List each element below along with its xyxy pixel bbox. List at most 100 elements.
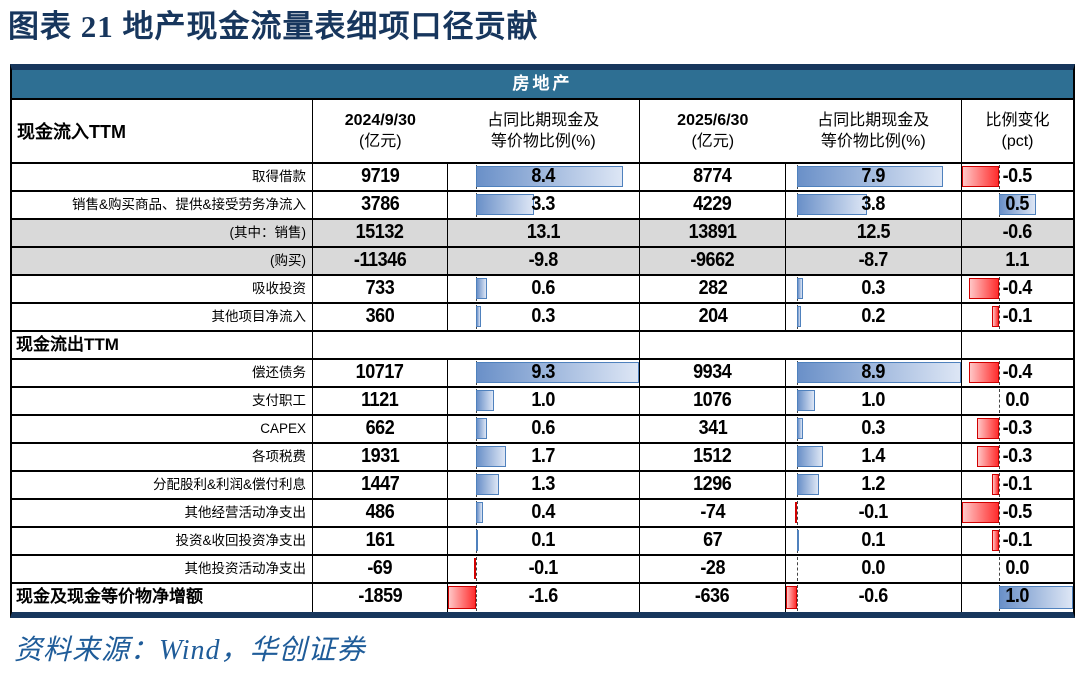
header-2025-unit: (亿元) — [691, 133, 735, 150]
header-2025-value: 2025/6/30 (亿元) — [640, 100, 786, 162]
table-row: 分配股利&利润&偿付利息 1447 1.3 1296 1.2 -0.1 — [12, 472, 1073, 500]
data-bar-positive — [476, 446, 506, 467]
cell-change: 0.5 — [962, 192, 1073, 218]
cell-label: 分配股利&利润&偿付利息 — [12, 472, 313, 498]
cell-change: 0.0 — [962, 556, 1073, 582]
cell-2024-pct: 0.1 — [448, 528, 640, 554]
table-row: 其他投资活动净支出 -69 -0.1 -28 0.0 0.0 — [12, 556, 1073, 584]
cell-2025-value: -28 — [640, 556, 786, 582]
cell-label: 其他投资活动净支出 — [12, 556, 313, 582]
cell-2024-pct: 0.3 — [448, 304, 640, 330]
cell-2024-pct: 1.0 — [448, 388, 640, 414]
cell-2024-value: 15132 — [313, 220, 448, 246]
cell-2025-value: 67 — [640, 528, 786, 554]
cell-2025-value: 1512 — [640, 444, 786, 470]
data-bar-negative — [976, 418, 999, 439]
cell-2024-value: 360 — [313, 304, 448, 330]
cell-label: 投资&收回投资净支出 — [12, 528, 313, 554]
cell-2025-pct: 0.2 — [786, 304, 962, 330]
header-2025-date: 2025/6/30 — [677, 112, 749, 129]
data-bar-negative — [991, 306, 999, 327]
data-bar-positive — [797, 418, 803, 439]
cell-2024-pct: 0.6 — [448, 416, 640, 442]
cell-2025-pct: 0.3 — [786, 276, 962, 302]
cell-label: 其他项目净流入 — [12, 304, 313, 330]
bar-axis — [998, 361, 1000, 385]
cell-2024-value: -69 — [313, 556, 448, 582]
cell-2024-value: 662 — [313, 416, 448, 442]
cell-2025-pct: -0.6 — [786, 584, 962, 612]
figure-title: 图表 21 地产现金流量表细项口径贡献 — [8, 9, 539, 44]
cell-2024-pct: -0.1 — [448, 556, 640, 582]
cell-change: -0.3 — [962, 416, 1073, 442]
data-bar-positive — [476, 418, 487, 439]
cell-2025-pct: -0.1 — [786, 500, 962, 526]
table-row: 偿还债务 10717 9.3 9934 8.9 -0.4 — [12, 360, 1073, 388]
cell-change: 1.0 — [962, 584, 1073, 612]
cell-change: -0.4 — [962, 360, 1073, 386]
cell-2025-value: 8774 — [640, 164, 786, 190]
data-bar-positive — [998, 586, 1073, 609]
cell-2025-value: 282 — [640, 276, 786, 302]
cell-2024-pct: 1.7 — [448, 444, 640, 470]
table-header-row: 现金流入TTM 2024/9/30 (亿元) 占同比期现金及 等价物比例(%) … — [12, 100, 1073, 164]
data-bar-positive — [476, 306, 482, 327]
table-row: (购买) -11346 -9.8 -9662 -8.7 1.1 — [12, 248, 1073, 276]
header-period-2025: 2025/6/30 (亿元) 占同比期现金及 等价物比例(%) — [640, 100, 962, 162]
data-bar-positive — [797, 530, 800, 551]
cell-2025-value: -74 — [640, 500, 786, 526]
data-bar-positive — [797, 446, 823, 467]
data-bar-positive — [998, 194, 1036, 215]
header-2025-pct: 占同比期现金及 等价物比例(%) — [786, 100, 961, 162]
cell-label: 其他经营活动净支出 — [12, 500, 313, 526]
cell-2024-pct: 0.4 — [448, 500, 640, 526]
data-bar-negative — [786, 586, 798, 609]
data-bar-positive — [476, 474, 499, 495]
data-bar-positive — [476, 278, 487, 299]
data-bar-positive — [476, 502, 484, 523]
cell-label: 销售&购买商品、提供&接受劳务净流入 — [12, 192, 313, 218]
data-bar-positive — [476, 390, 494, 411]
cell-2025-value: 9934 — [640, 360, 786, 386]
data-bar-negative — [991, 530, 999, 551]
table-row: 支付职工 1121 1.0 1076 1.0 0.0 — [12, 388, 1073, 416]
table-body: 取得借款 9719 8.4 8774 7.9 -0.5 销售&购买商品、提供&接受劳务净流入… — [12, 164, 1073, 612]
cell-2025-value: 341 — [640, 416, 786, 442]
header-2024-pct-line1: 占同比期现金及 — [487, 112, 600, 129]
cell-change: -0.5 — [962, 500, 1073, 526]
cell-2025-pct: 12.5 — [786, 220, 962, 246]
data-bar-positive — [797, 166, 943, 187]
table-row: 吸收投资 733 0.6 282 0.3 -0.4 — [12, 276, 1073, 304]
cell-change: -0.1 — [962, 304, 1073, 330]
cell-change: -0.1 — [962, 472, 1073, 498]
cell-2025-pct: 3.8 — [786, 192, 962, 218]
cell-2025-pct: 0.0 — [786, 556, 962, 582]
header-2025-pct-line1: 占同比期现金及 — [817, 112, 930, 129]
table-row: 现金及现金等价物净增额 -1859 -1.6 -636 -0.6 1.0 — [12, 584, 1073, 612]
cell-2024-pct: 8.4 — [448, 164, 640, 190]
cell-2025-value: 204 — [640, 304, 786, 330]
cell-label: 支付职工 — [12, 388, 313, 414]
cell-2025-value: -9662 — [640, 248, 786, 274]
data-bar-negative — [976, 446, 999, 467]
data-bar-positive — [797, 278, 803, 299]
header-cash-inflow-ttm: 现金流入TTM — [12, 100, 313, 162]
cell-2025-value: 1076 — [640, 388, 786, 414]
cell-change: 1.1 — [962, 248, 1073, 274]
cell-2024-pct: 13.1 — [448, 220, 640, 246]
cell-change: -0.4 — [962, 276, 1073, 302]
cell-2024-value: -1859 — [313, 584, 448, 612]
header-2024-unit: (亿元) — [358, 133, 402, 150]
cell-2024-pct: -1.6 — [448, 584, 640, 612]
cell-2024-value: 1121 — [313, 388, 448, 414]
header-2024-date: 2024/9/30 — [344, 112, 416, 129]
cell-2025-value: 13891 — [640, 220, 786, 246]
table-row: 投资&收回投资净支出 161 0.1 67 0.1 -0.1 — [12, 528, 1073, 556]
cell-label: CAPEX — [12, 416, 313, 442]
table-row: 其他项目净流入 360 0.3 204 0.2 -0.1 — [12, 304, 1073, 332]
cell-2024-value: 1931 — [313, 444, 448, 470]
cell-2025-value: 4229 — [640, 192, 786, 218]
bar-axis — [998, 529, 1000, 553]
bar-axis — [998, 417, 1000, 441]
